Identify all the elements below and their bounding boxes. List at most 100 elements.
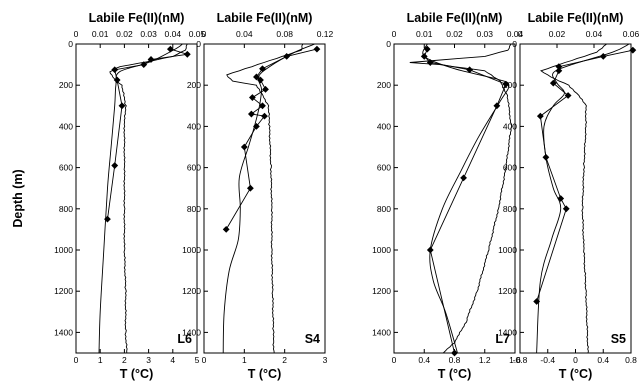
top-tick-label: 0.04 [165,29,182,39]
fe-data-point [246,184,254,192]
fe-data-point [564,92,572,99]
smooth-fit-line [536,43,630,354]
fe-data-point [104,215,111,223]
fe-data-point [599,52,607,60]
y-axis-title: Depth (m) [11,169,25,227]
fe-data-point [426,59,434,66]
fe-data-point [562,205,570,213]
fe-data-point [460,174,467,182]
y-tick-label: 600 [187,163,201,173]
smooth-fit-line [98,43,183,354]
fe-data-point [629,46,637,54]
top-tick-label: 0 [74,29,79,39]
bottom-tick-label: 5 [195,355,200,365]
bottom-tick-label: 0 [202,355,207,365]
fe-data-point [451,349,458,357]
fe-data-point [147,56,155,63]
bottom-tick-label: 1 [98,355,103,365]
fe-data-point [118,102,126,110]
fe-data-point [166,45,174,53]
y-tick-label: 600 [377,163,391,173]
y-tick-label: 400 [59,121,73,131]
fe-data-point [313,45,321,53]
bottom-axis-title: T (°C) [120,367,153,381]
y-tick-label: 1000 [54,245,73,255]
fe-data-point [542,153,550,161]
fe-data-point [502,80,510,88]
panel-frame [203,43,326,354]
y-tick-label: 1000 [182,245,201,255]
fe-data-point [183,50,191,58]
y-tick-label: 200 [59,80,73,90]
top-tick-label: 0.01 [92,29,109,39]
top-tick-label: 0.08 [276,29,293,39]
top-tick-label: 0 [518,29,523,39]
fe-data-point [111,66,119,74]
fe-profile-line [536,49,633,302]
y-tick-label: 400 [377,121,391,131]
temperature-line [226,43,304,354]
y-tick-label: 0 [196,39,201,49]
bottom-tick-label: 4 [170,355,175,365]
fe-data-point [557,195,565,202]
y-tick-label: 1400 [182,327,201,337]
fe-data-point [222,226,230,233]
fe-data-point [423,45,431,53]
y-tick-label: 400 [187,121,201,131]
fe-data-point [113,76,121,84]
top-tick-label: 0 [202,29,207,39]
fe-data-point [249,94,256,101]
fe-data-point [247,110,255,118]
y-tick-label: 1400 [54,327,73,337]
temperature-line [409,43,513,354]
fe-data-point [240,143,248,151]
bottom-tick-label: 0.4 [418,355,430,365]
smooth-fit-line [422,43,510,354]
y-tick-label: 200 [503,80,517,90]
y-tick-label: 200 [377,80,391,90]
y-tick-label: 800 [377,204,391,214]
top-tick-label: 0.04 [507,29,524,39]
bottom-tick-label: 0.4 [597,355,609,365]
top-axis-title: Labile Fe(II)(nM) [528,11,624,25]
top-tick-label: 0.04 [586,29,603,39]
bottom-axis-title: T (°C) [438,367,471,381]
top-axis-title: Labile Fe(II)(nM) [89,11,185,25]
y-tick-label: 600 [503,163,517,173]
y-tick-label: 600 [59,163,73,173]
top-tick-label: 0.02 [549,29,566,39]
panel-label: L6 [177,332,192,346]
y-tick-label: 1200 [372,286,391,296]
y-tick-label: 1000 [498,245,517,255]
temperature-line [540,43,607,354]
bottom-tick-label: 2 [282,355,287,365]
bottom-tick-label: -0.4 [540,355,555,365]
panel-label: L7 [495,332,510,346]
fe-data-point [261,112,268,120]
top-axis-title: Labile Fe(II)(nM) [217,11,313,25]
fe-data-point [555,67,563,75]
y-tick-label: 1000 [372,245,391,255]
panel-label: S5 [611,332,626,346]
bottom-tick-label: -0.8 [513,355,528,365]
top-tick-label: 0.02 [116,29,133,39]
top-tick-label: 0.04 [236,29,253,39]
bottom-tick-label: 3 [146,355,151,365]
fe-data-point [426,246,434,254]
y-tick-label: 800 [59,204,73,214]
fe-data-point [466,66,474,74]
fe-data-point [420,52,428,60]
fe-data-point [283,52,291,60]
smooth-fit-line [222,43,316,354]
y-tick-label: 0 [68,39,73,49]
y-tick-label: 1200 [498,286,517,296]
y-tick-label: 1200 [182,286,201,296]
fe-data-point [555,63,563,71]
fe-data-point [549,79,557,87]
panel-label: S4 [305,332,320,346]
fe-data-point [111,162,119,169]
bottom-tick-label: 0 [74,355,79,365]
bottom-tick-label: 3 [323,355,328,365]
temperature-line [109,43,188,354]
